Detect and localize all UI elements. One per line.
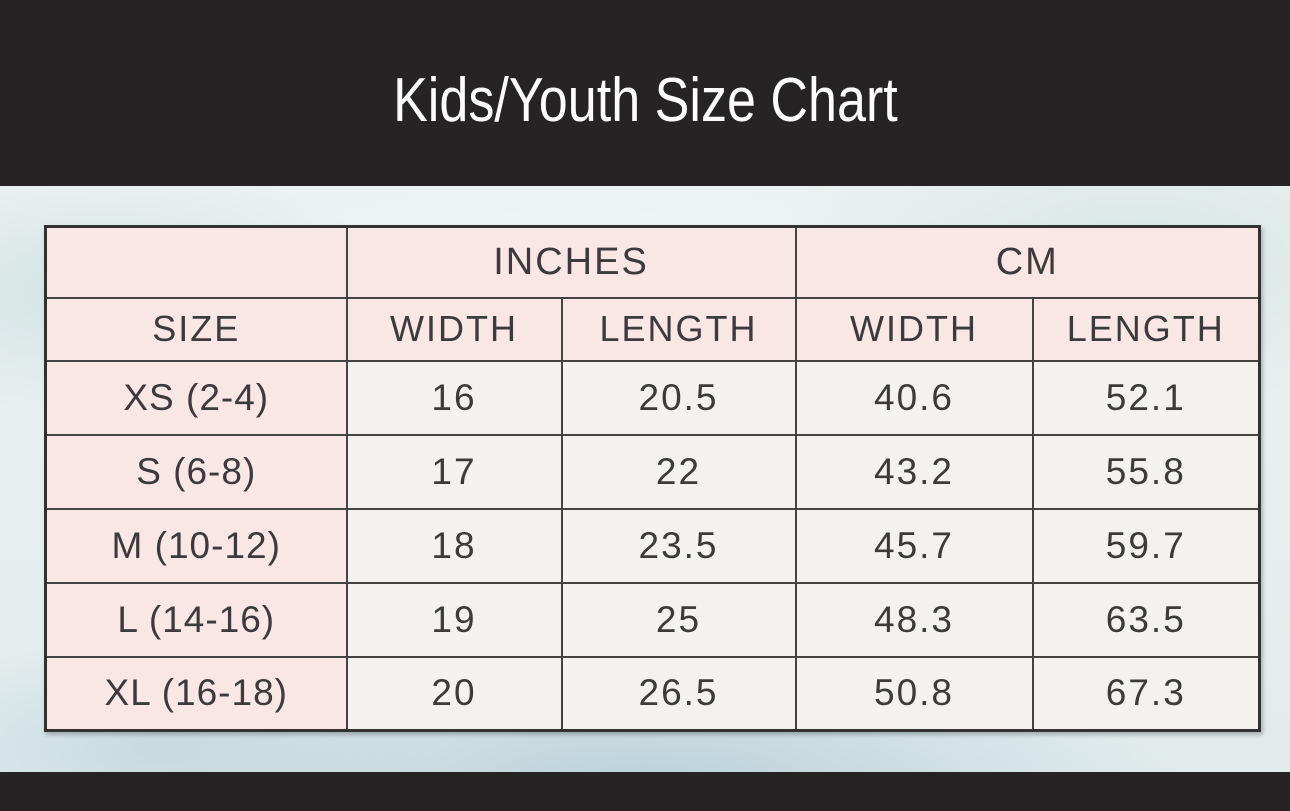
measurement-cell: 50.8 [794, 655, 1034, 732]
inches-width-header: WIDTH [345, 296, 563, 362]
table-row: L (14-16) 19 25 48.3 63.5 [44, 581, 1261, 658]
inches-length-header: LENGTH [560, 296, 797, 362]
table-row: M (10-12) 18 23.5 45.7 59.7 [44, 507, 1261, 584]
measurement-cell: 48.3 [794, 581, 1034, 658]
measurement-cell: 40.6 [794, 359, 1034, 436]
measurement-cell: 18 [345, 507, 563, 584]
measurement-cell: 52.1 [1031, 359, 1261, 436]
table-row: S (6-8) 17 22 43.2 55.8 [44, 433, 1261, 510]
table-body: XS (2-4) 16 20.5 40.6 52.1 S (6-8) 17 22 43.2 55.… [44, 359, 1261, 732]
table-row: XL (16-18) 20 26.5 50.8 67.3 [44, 655, 1261, 732]
table-row: XS (2-4) 16 20.5 40.6 52.1 [44, 359, 1261, 436]
size-table: INCHES CM SIZE WIDTH LENGTH WIDTH LENGTH… [44, 225, 1262, 732]
size-cell: L (14-16) [44, 581, 348, 658]
size-cell: S (6-8) [44, 433, 348, 510]
measurement-cell: 45.7 [794, 507, 1034, 584]
table-header: INCHES CM SIZE WIDTH LENGTH WIDTH LENGTH [44, 225, 1261, 362]
cm-width-header: WIDTH [794, 296, 1034, 362]
measurement-cell: 20 [345, 655, 563, 732]
measurement-cell: 20.5 [560, 359, 797, 436]
corner-blank-cell [44, 225, 348, 299]
measurement-cell: 55.8 [1031, 433, 1261, 510]
bottom-banner [0, 772, 1290, 811]
measurement-cell: 17 [345, 433, 563, 510]
measurement-cell: 43.2 [794, 433, 1034, 510]
size-cell: XS (2-4) [44, 359, 348, 436]
measurement-cell: 22 [560, 433, 797, 510]
measurement-cell: 59.7 [1031, 507, 1261, 584]
measurement-cell: 63.5 [1031, 581, 1261, 658]
measurement-cell: 23.5 [560, 507, 797, 584]
inches-group-header: INCHES [345, 225, 797, 299]
size-column-header: SIZE [44, 296, 348, 362]
measurement-cell: 25 [560, 581, 797, 658]
page-title: Kids/Youth Size Chart [392, 65, 898, 135]
measurement-cell: 26.5 [560, 655, 797, 732]
column-header-row: SIZE WIDTH LENGTH WIDTH LENGTH [44, 296, 1261, 362]
cm-length-header: LENGTH [1031, 296, 1261, 362]
unit-group-row: INCHES CM [44, 225, 1261, 299]
measurement-cell: 16 [345, 359, 563, 436]
size-cell: XL (16-18) [44, 655, 348, 732]
cm-group-header: CM [794, 225, 1261, 299]
title-banner: Kids/Youth Size Chart [0, 0, 1290, 186]
size-cell: M (10-12) [44, 507, 348, 584]
measurement-cell: 19 [345, 581, 563, 658]
watercolor-background: INCHES CM SIZE WIDTH LENGTH WIDTH LENGTH… [0, 186, 1290, 772]
measurement-cell: 67.3 [1031, 655, 1261, 732]
